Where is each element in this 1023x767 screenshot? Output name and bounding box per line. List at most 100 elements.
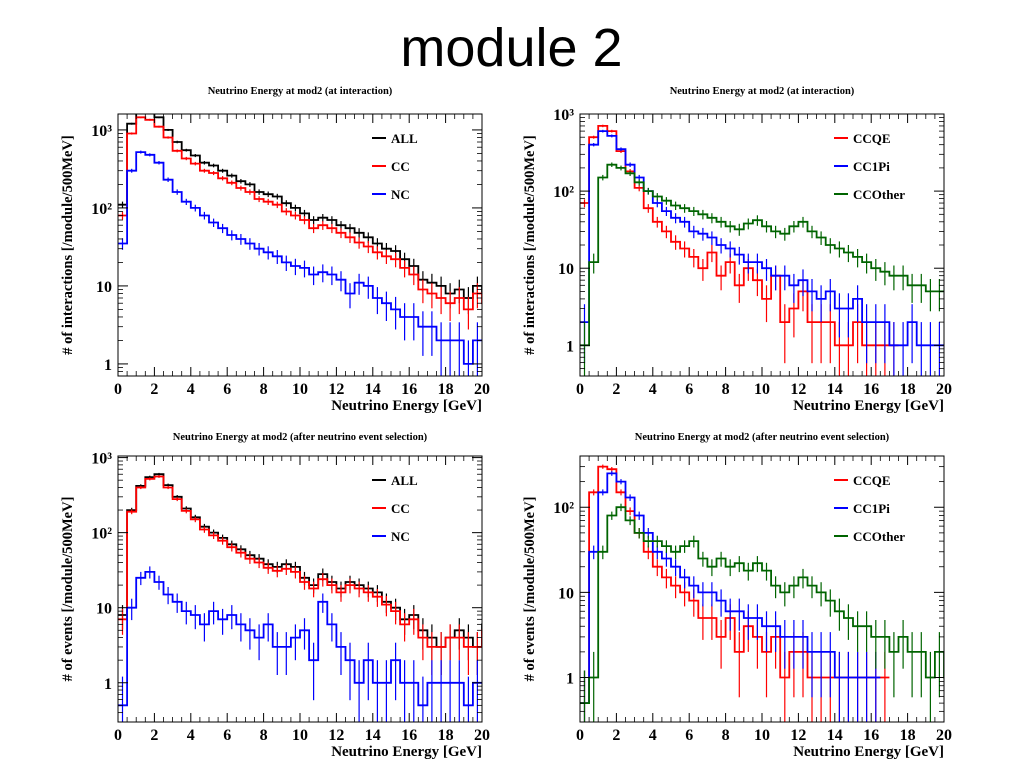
series-line-nc xyxy=(118,571,482,707)
series-cc xyxy=(118,116,482,330)
plot-area xyxy=(118,472,482,722)
y-tick-label: 10 xyxy=(558,585,574,602)
y-tick-label: 10³ xyxy=(91,451,112,468)
plot-area xyxy=(118,114,482,376)
x-tick-label: 4 xyxy=(187,727,195,744)
legend: CCQE CC1Pi CCOther xyxy=(834,473,905,544)
chart-interaction-all-cc-nc: Neutrino Energy at mod2 (at interaction)… xyxy=(60,86,490,414)
x-tick-label: 12 xyxy=(328,727,344,744)
legend-label: CCQE xyxy=(853,131,891,146)
y-axis: 1 10 10² # of events [/module/500MeV] xyxy=(522,455,944,723)
legend-label: CCOther xyxy=(853,187,905,202)
legend-item-all: ALL xyxy=(372,473,418,488)
y-tick-label: 1 xyxy=(566,670,574,687)
series-line-ccother xyxy=(580,506,944,704)
x-tick-label: 20 xyxy=(936,727,952,744)
chart-title: Neutrino Energy at mod2 (at interaction) xyxy=(670,86,855,97)
legend-item-nc: NC xyxy=(372,187,410,202)
chart-interaction-ccqe-cc1pi-ccother: Neutrino Energy at mod2 (at interaction)… xyxy=(522,86,952,414)
x-tick-label: 16 xyxy=(863,381,879,398)
legend-item-ccother: CCOther xyxy=(834,529,905,544)
y-axis: 1 10 10² 10³ # of events [/module/500MeV] xyxy=(60,451,482,723)
series-nc xyxy=(118,566,482,722)
chart-selection-ccqe-cc1pi-ccother: Neutrino Energy at mod2 (after neutrino … xyxy=(522,432,952,760)
legend-label: NC xyxy=(391,187,410,202)
series-line-cc xyxy=(118,475,482,648)
y-tick-label: 10² xyxy=(91,201,112,218)
x-axis-label: Neutrino Energy [GeV] xyxy=(793,398,944,414)
x-tick-label: 2 xyxy=(612,381,620,398)
legend-item-ccqe: CCQE xyxy=(834,131,891,146)
legend-label: CCOther xyxy=(853,529,905,544)
x-axis-label: Neutrino Energy [GeV] xyxy=(331,398,482,414)
x-tick-label: 6 xyxy=(223,381,231,398)
legend-label: ALL xyxy=(391,131,418,146)
legend: CCQE CC1Pi CCOther xyxy=(834,131,905,202)
x-tick-label: 10 xyxy=(292,727,308,744)
y-axis-label: # of interactions [/module/500MeV] xyxy=(522,135,538,354)
x-tick-label: 14 xyxy=(365,381,381,398)
x-tick-label: 0 xyxy=(576,381,584,398)
legend-label: NC xyxy=(391,529,410,544)
series-line-cc1pi xyxy=(580,130,944,347)
x-tick-label: 12 xyxy=(328,381,344,398)
chart-title: Neutrino Energy at mod2 (after neutrino … xyxy=(635,432,890,443)
y-tick-label: 10³ xyxy=(553,107,574,124)
x-axis-label: Neutrino Energy [GeV] xyxy=(793,744,944,760)
x-axis-label: Neutrino Energy [GeV] xyxy=(331,744,482,760)
y-axis-label: # of events [/module/500MeV] xyxy=(60,497,76,682)
chart-selection-all-cc-nc: Neutrino Energy at mod2 (after neutrino … xyxy=(60,432,490,760)
x-tick-label: 20 xyxy=(936,381,952,398)
legend-item-cc: CC xyxy=(372,501,410,516)
y-axis-label: # of interactions [/module/500MeV] xyxy=(60,135,76,354)
plot-area xyxy=(580,124,944,376)
y-tick-label: 1 xyxy=(104,357,112,374)
x-tick-label: 6 xyxy=(685,727,693,744)
series-ccqe xyxy=(580,464,890,722)
series-line-ccother xyxy=(580,163,944,347)
series-line-cc xyxy=(118,116,482,311)
plot-frame xyxy=(579,455,945,723)
x-tick-label: 18 xyxy=(900,727,916,744)
series-line-all xyxy=(118,473,482,648)
x-tick-label: 16 xyxy=(863,727,879,744)
x-tick-label: 2 xyxy=(150,381,158,398)
x-tick-label: 2 xyxy=(612,727,620,744)
x-tick-label: 16 xyxy=(401,727,417,744)
x-tick-label: 14 xyxy=(827,381,843,398)
series-cc xyxy=(118,475,482,675)
x-tick-label: 8 xyxy=(722,727,730,744)
x-tick-label: 20 xyxy=(474,381,490,398)
legend-label: ALL xyxy=(391,473,418,488)
y-tick-label: 10² xyxy=(553,500,574,517)
legend-label: CC1Pi xyxy=(853,501,890,516)
y-tick-label: 1 xyxy=(566,338,574,355)
x-tick-label: 4 xyxy=(187,381,195,398)
legend-label: CC xyxy=(391,159,410,174)
x-tick-label: 18 xyxy=(438,381,454,398)
y-tick-label: 10² xyxy=(91,526,112,543)
x-tick-label: 8 xyxy=(260,381,268,398)
y-axis: 1 10 10² 10³ # of interactions [/module/500M… xyxy=(60,123,482,377)
y-tick-label: 10 xyxy=(558,261,574,278)
series-line-ccqe xyxy=(580,465,890,704)
y-tick-label: 1 xyxy=(104,676,112,693)
x-tick-label: 16 xyxy=(401,381,417,398)
legend-item-all: ALL xyxy=(372,131,418,146)
x-tick-label: 20 xyxy=(474,727,490,744)
x-tick-label: 0 xyxy=(114,727,122,744)
legend-item-ccqe: CCQE xyxy=(834,473,891,488)
x-tick-label: 12 xyxy=(790,381,806,398)
legend: ALL CC NC xyxy=(372,131,418,202)
slide-title: module 2 xyxy=(400,18,623,78)
x-tick-label: 18 xyxy=(438,727,454,744)
chart-title: Neutrino Energy at mod2 (after neutrino … xyxy=(173,432,428,443)
x-tick-label: 0 xyxy=(576,727,584,744)
x-tick-label: 6 xyxy=(223,727,231,744)
legend-label: CC1Pi xyxy=(853,159,890,174)
legend-item-cc1pi: CC1Pi xyxy=(834,501,890,516)
series-nc xyxy=(118,150,482,376)
x-tick-label: 10 xyxy=(292,381,308,398)
legend: ALL CC NC xyxy=(372,473,418,544)
